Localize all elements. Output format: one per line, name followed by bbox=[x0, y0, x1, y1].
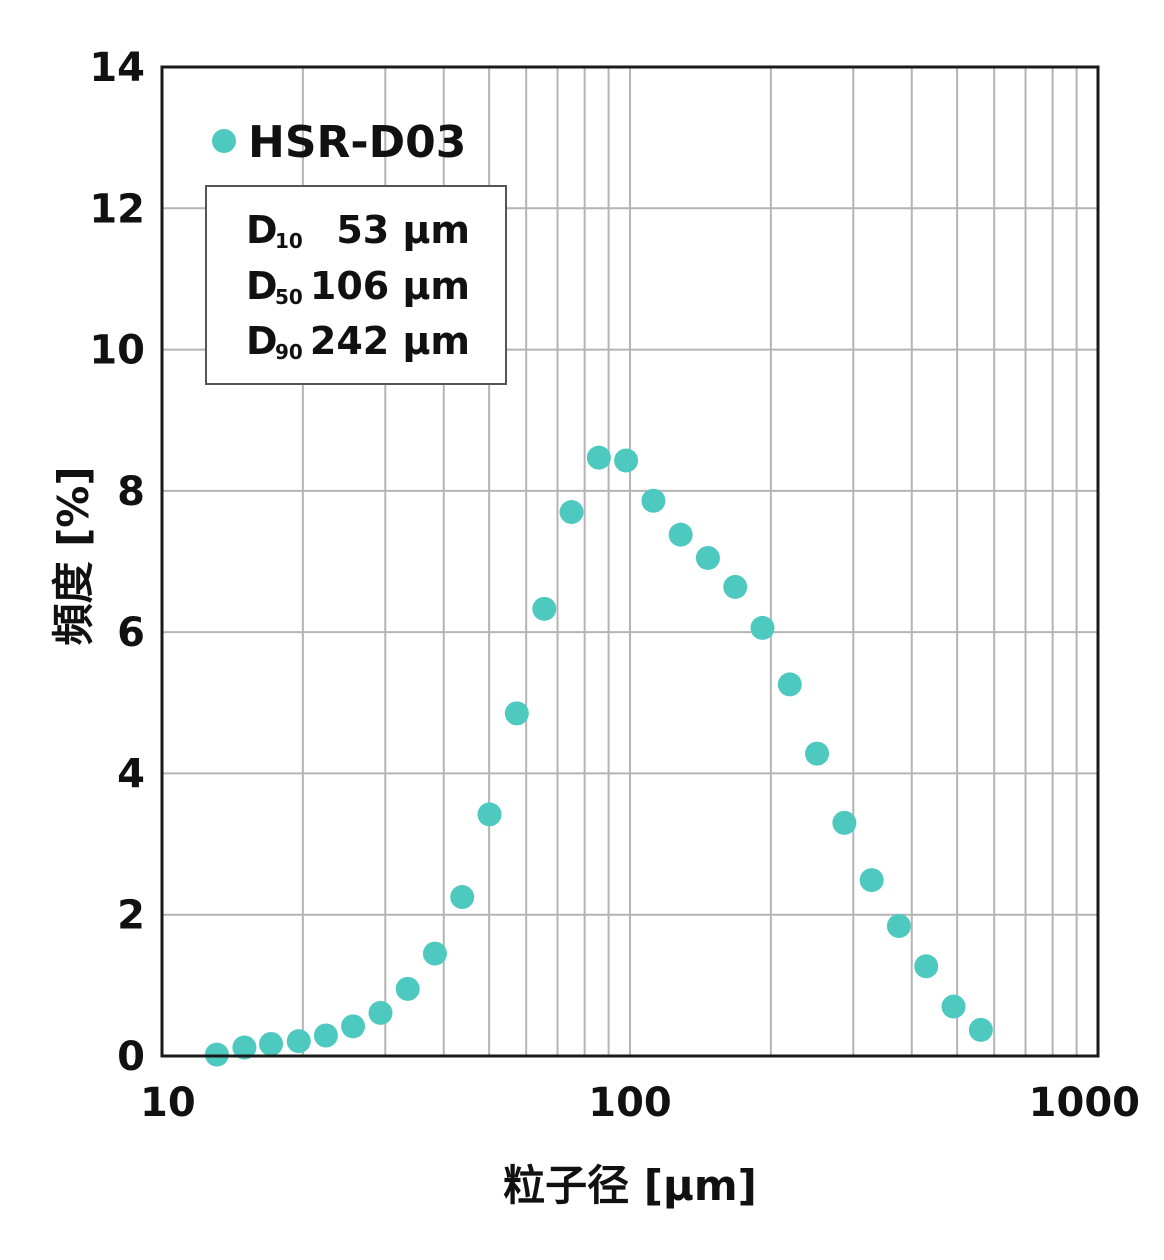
data-point bbox=[668, 522, 693, 547]
data-point bbox=[859, 868, 884, 893]
stats-row-value: 106 µm bbox=[310, 264, 470, 308]
data-point bbox=[395, 976, 420, 1001]
x-tick-label: 1000 bbox=[1029, 1080, 1140, 1126]
stats-row: D50 106 µm bbox=[246, 264, 470, 309]
data-point bbox=[368, 1000, 393, 1025]
y-tick-label: 2 bbox=[117, 893, 145, 939]
data-point bbox=[313, 1023, 338, 1048]
data-point bbox=[805, 741, 830, 766]
stats-row-subscript: 50 bbox=[275, 285, 303, 309]
data-point bbox=[286, 1029, 311, 1054]
stats-row-label: D bbox=[246, 264, 278, 308]
x-tick-labels: 10 100 1000 bbox=[140, 1080, 1140, 1126]
data-point bbox=[886, 914, 911, 939]
stats-row-subscript: 10 bbox=[275, 229, 303, 253]
data-point bbox=[232, 1035, 257, 1060]
data-point bbox=[723, 574, 748, 599]
y-tick-label: 14 bbox=[89, 45, 145, 91]
legend: HSR-D03 bbox=[212, 117, 466, 168]
stats-row-value: 242 µm bbox=[310, 319, 470, 363]
stats-row-label: D bbox=[246, 319, 278, 363]
stats-row-value: 53 µm bbox=[336, 208, 470, 252]
plot-frame bbox=[160, 65, 1100, 1058]
data-point bbox=[586, 445, 611, 470]
data-point bbox=[968, 1017, 993, 1042]
stats-row-subscript: 90 bbox=[275, 340, 303, 364]
legend-marker bbox=[212, 129, 236, 153]
stats-row: D90 242 µm bbox=[246, 319, 470, 364]
y-tick-label: 0 bbox=[117, 1034, 145, 1080]
data-point bbox=[532, 596, 557, 621]
data-point bbox=[777, 672, 802, 697]
data-point bbox=[614, 448, 639, 473]
stats-row-label: D bbox=[246, 208, 278, 252]
data-points bbox=[204, 445, 993, 1067]
legend-label: HSR-D03 bbox=[248, 117, 466, 168]
data-point bbox=[832, 810, 857, 835]
data-point bbox=[259, 1031, 284, 1056]
data-point bbox=[477, 802, 502, 827]
data-point bbox=[914, 954, 939, 979]
data-point bbox=[450, 885, 475, 910]
x-tick-label: 10 bbox=[140, 1080, 196, 1126]
data-point bbox=[559, 500, 584, 525]
y-tick-label: 4 bbox=[117, 751, 145, 797]
y-tick-label: 8 bbox=[117, 469, 145, 515]
data-point bbox=[422, 941, 447, 966]
stats-row: D10 53 µm bbox=[246, 208, 470, 253]
data-point bbox=[695, 545, 720, 570]
data-point bbox=[641, 488, 666, 513]
grid-lines bbox=[162, 67, 1098, 1056]
data-point bbox=[941, 994, 966, 1019]
stats-box-frame bbox=[205, 185, 507, 385]
y-tick-label: 6 bbox=[117, 610, 145, 656]
y-tick-labels: 0 2 4 6 8 10 12 14 bbox=[89, 45, 145, 1080]
data-point bbox=[341, 1014, 366, 1039]
y-tick-label: 10 bbox=[89, 328, 145, 374]
x-tick-label: 100 bbox=[588, 1080, 672, 1126]
y-tick-label: 12 bbox=[89, 186, 145, 232]
data-point bbox=[750, 615, 775, 640]
x-axis-title: 粒子径 [µm] bbox=[503, 1161, 757, 1210]
data-point bbox=[504, 701, 529, 726]
y-axis-title: 頻度 [%] bbox=[49, 466, 98, 645]
